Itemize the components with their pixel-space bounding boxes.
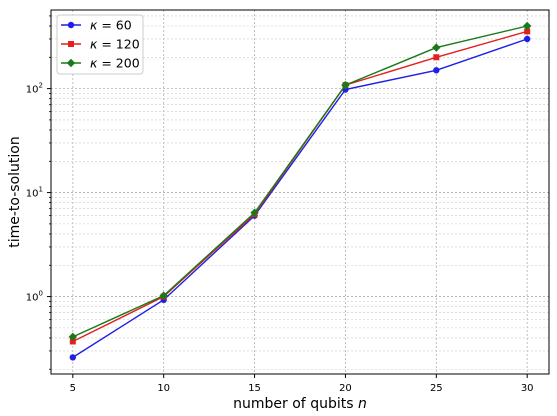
series-line: [72, 30, 528, 343]
y-tick-label: 100: [26, 290, 43, 304]
data-point: [522, 21, 532, 31]
x-tick-label: 25: [430, 383, 443, 394]
y-tick-label: 101: [26, 186, 43, 200]
series-line: [72, 25, 528, 338]
x-axis-label: number of qubits n: [233, 396, 367, 412]
data-point: [341, 80, 350, 90]
data-point: [159, 291, 168, 300]
legend-entry: κ = 120: [90, 37, 140, 52]
data-point: [69, 354, 77, 361]
series-2: [68, 21, 532, 342]
series-group: [68, 21, 532, 361]
data-point: [433, 67, 440, 74]
data-point: [524, 28, 531, 35]
legend: κ = 60 κ = 120 κ = 200: [56, 14, 144, 75]
x-tick-label: 30: [521, 383, 534, 394]
data-point: [68, 332, 78, 342]
grid-lines: [51, 10, 549, 374]
plot-frame: [50, 9, 550, 375]
data-point: [69, 338, 76, 345]
data-point: [433, 54, 440, 61]
y-axis-ticks: 100 101 102: [26, 15, 51, 370]
data-point: [432, 43, 441, 52]
y-axis-label: time-to-solution: [7, 136, 23, 248]
legend-entry: κ = 200: [90, 56, 140, 71]
legend-marker: [68, 41, 74, 47]
legend-box: [56, 14, 144, 75]
series-1: [69, 28, 531, 345]
data-point: [250, 208, 259, 217]
series-0: [69, 35, 531, 361]
x-tick-label: 20: [339, 383, 352, 394]
x-axis-ticks: 5 10 15 20 25 30: [70, 374, 534, 394]
x-tick-label: 15: [248, 383, 261, 394]
series-line: [72, 38, 528, 358]
y-tick-label: 102: [26, 82, 43, 96]
x-tick-label: 5: [70, 383, 76, 394]
legend-marker: [67, 21, 75, 29]
legend-entry: κ = 60: [90, 18, 132, 33]
data-point: [523, 35, 531, 43]
legend-marker: [66, 58, 76, 68]
x-tick-label: 10: [157, 383, 170, 394]
